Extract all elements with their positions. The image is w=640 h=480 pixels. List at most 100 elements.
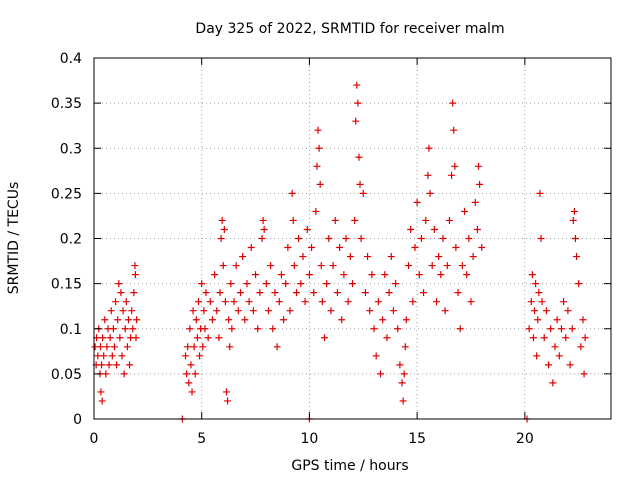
data-point bbox=[355, 153, 363, 161]
data-point bbox=[107, 307, 115, 315]
data-point bbox=[396, 361, 404, 369]
data-point bbox=[234, 307, 242, 315]
data-point bbox=[569, 216, 577, 224]
data-point bbox=[208, 316, 216, 324]
data-point bbox=[564, 307, 572, 315]
data-point bbox=[98, 361, 106, 369]
data-point bbox=[126, 361, 134, 369]
data-point bbox=[387, 253, 395, 261]
data-point bbox=[192, 316, 200, 324]
data-point bbox=[241, 316, 249, 324]
data-point bbox=[312, 207, 320, 215]
data-point bbox=[551, 343, 559, 351]
data-point bbox=[100, 352, 108, 360]
data-point bbox=[215, 334, 223, 342]
data-point bbox=[352, 117, 360, 125]
data-point bbox=[260, 225, 268, 233]
data-point bbox=[469, 253, 477, 261]
data-point bbox=[437, 271, 445, 279]
data-point bbox=[426, 189, 434, 197]
data-point bbox=[182, 352, 190, 360]
data-point bbox=[475, 162, 483, 170]
data-point bbox=[458, 262, 466, 270]
data-point bbox=[297, 280, 305, 288]
data-point bbox=[286, 307, 294, 315]
data-point bbox=[571, 235, 579, 242]
data-point bbox=[340, 271, 348, 279]
data-point bbox=[97, 388, 105, 396]
data-point bbox=[389, 307, 397, 315]
data-point bbox=[116, 334, 124, 342]
data-point bbox=[315, 144, 323, 152]
data-point bbox=[401, 343, 409, 351]
data-point bbox=[394, 325, 402, 333]
data-point bbox=[338, 316, 346, 324]
data-point bbox=[204, 334, 212, 342]
data-point bbox=[448, 171, 456, 179]
data-point bbox=[201, 325, 209, 333]
data-point bbox=[226, 343, 234, 351]
data-point bbox=[478, 244, 486, 252]
data-point bbox=[252, 271, 260, 279]
data-point bbox=[413, 198, 421, 206]
data-point bbox=[476, 180, 484, 188]
data-point bbox=[557, 325, 565, 333]
data-point bbox=[267, 262, 275, 270]
data-point bbox=[443, 262, 451, 270]
data-point bbox=[256, 289, 264, 297]
x-tick-label: 15 bbox=[408, 431, 426, 447]
data-point bbox=[392, 280, 400, 288]
data-point bbox=[254, 325, 262, 333]
data-point bbox=[415, 271, 423, 279]
data-point bbox=[115, 280, 123, 288]
data-point bbox=[196, 352, 204, 360]
data-point bbox=[361, 289, 369, 297]
data-point bbox=[354, 99, 362, 107]
data-point bbox=[433, 298, 441, 306]
data-point bbox=[555, 352, 563, 360]
data-point bbox=[132, 334, 140, 342]
data-point bbox=[102, 370, 110, 378]
data-point bbox=[113, 361, 121, 369]
data-point bbox=[303, 225, 311, 233]
data-point bbox=[471, 198, 479, 206]
data-point bbox=[183, 370, 191, 378]
x-tick-label: 5 bbox=[197, 431, 206, 447]
data-point bbox=[537, 235, 545, 242]
data-point bbox=[108, 352, 116, 360]
data-point bbox=[122, 298, 130, 306]
data-point bbox=[463, 271, 471, 279]
data-point bbox=[435, 253, 443, 261]
data-point bbox=[230, 298, 238, 306]
data-point bbox=[370, 325, 378, 333]
data-point bbox=[465, 235, 473, 242]
data-point bbox=[344, 298, 352, 306]
data-point bbox=[217, 235, 225, 242]
data-point bbox=[318, 298, 326, 306]
y-tick-label: 0.25 bbox=[51, 186, 82, 202]
data-point bbox=[200, 307, 208, 315]
data-point bbox=[529, 334, 537, 342]
data-point bbox=[128, 307, 136, 315]
data-point bbox=[379, 316, 387, 324]
data-point bbox=[368, 271, 376, 279]
data-point bbox=[580, 370, 588, 378]
y-tick-label: 0.4 bbox=[60, 51, 82, 67]
data-point bbox=[383, 334, 391, 342]
data-point bbox=[290, 262, 298, 270]
data-point bbox=[282, 280, 290, 288]
data-point bbox=[327, 307, 335, 315]
data-point bbox=[314, 126, 322, 134]
data-point bbox=[424, 171, 432, 179]
data-point bbox=[305, 271, 313, 279]
data-point bbox=[219, 262, 227, 270]
x-tick-label: 10 bbox=[301, 431, 319, 447]
data-point bbox=[316, 180, 324, 188]
data-point bbox=[581, 334, 589, 342]
data-point bbox=[381, 271, 389, 279]
data-point bbox=[194, 298, 202, 306]
data-point bbox=[308, 244, 316, 252]
plot-frame bbox=[93, 57, 612, 420]
data-point bbox=[262, 280, 270, 288]
